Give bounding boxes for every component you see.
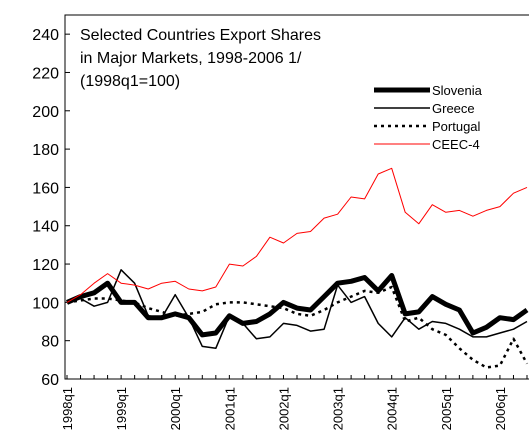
x-tick-label: 2000q1 (168, 387, 183, 430)
chart-title: (1998q1=100) (80, 73, 180, 90)
x-tick-label: 1999q1 (114, 387, 129, 430)
y-tick-label: 180 (32, 142, 59, 159)
x-tick-label: 2003q1 (331, 387, 346, 430)
legend-label: Portugal (432, 119, 481, 134)
x-tick-label: 2001q1 (222, 387, 237, 430)
legend-label: CEEC-4 (432, 137, 480, 152)
chart-title: Selected Countries Export Shares (80, 27, 321, 44)
y-tick-label: 140 (32, 219, 59, 236)
legend-label: Slovenia (432, 83, 483, 98)
x-tick-label: 2004q1 (385, 387, 400, 430)
y-tick-label: 60 (41, 372, 59, 389)
series-line (66, 285, 529, 369)
y-tick-label: 120 (32, 257, 59, 274)
series-line (66, 167, 528, 303)
plot-frame (64, 14, 529, 380)
y-tick-label: 220 (32, 65, 59, 82)
series-line (66, 273, 529, 338)
y-tick-label: 80 (41, 334, 59, 351)
chart-title: in Major Markets, 1998-2006 1/ (80, 50, 302, 67)
x-tick-label: 1998q1 (60, 387, 75, 430)
y-tick-label: 200 (32, 104, 59, 121)
legend-label: Greece (432, 101, 475, 116)
x-tick-label: 2002q1 (276, 387, 291, 430)
x-tick-label: 2006q1 (493, 387, 508, 430)
y-tick-label: 160 (32, 180, 59, 197)
y-tick-label: 100 (32, 295, 59, 312)
y-tick-label: 240 (32, 27, 59, 44)
x-tick-label: 2005q1 (439, 387, 454, 430)
